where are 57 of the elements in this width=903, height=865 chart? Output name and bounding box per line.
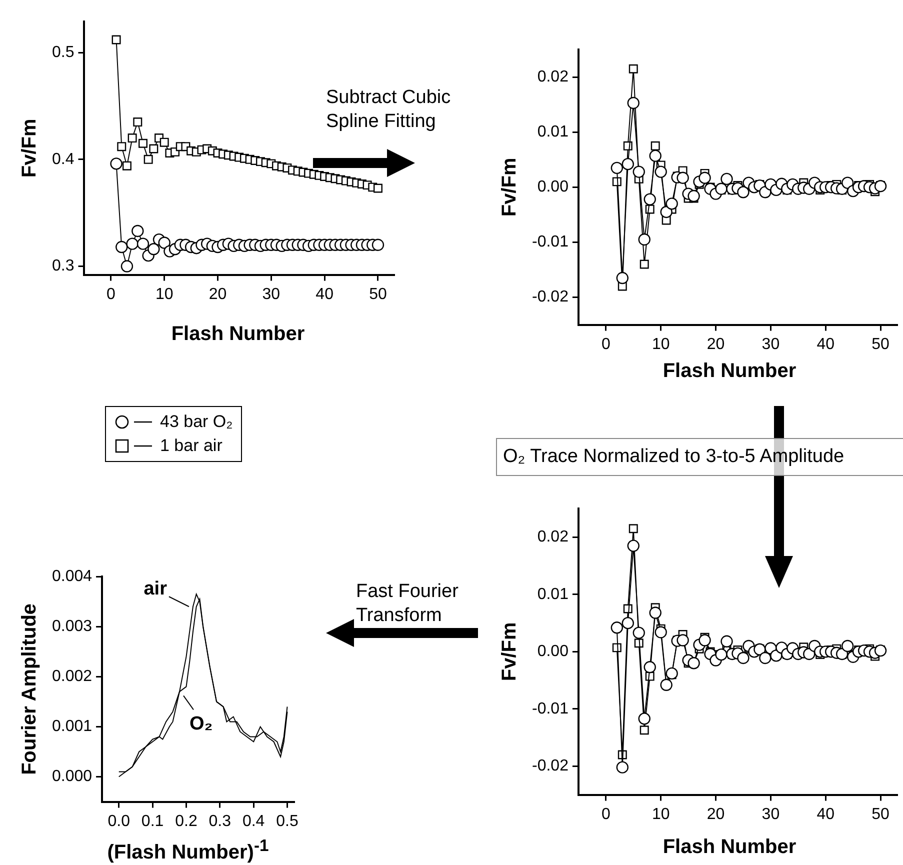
y-tick-label: 0.4 (52, 150, 74, 168)
y-tick-label: -0.02 (532, 288, 569, 306)
y-tick-label: 0.02 (537, 528, 569, 546)
text: O₂ Trace Normalized to 3-to-5 Amplitude (496, 438, 903, 476)
x-tick-label: 0.1 (141, 812, 164, 830)
x-tick-label: 0 (106, 286, 116, 303)
y-tick-label: 0.000 (52, 768, 92, 786)
y-tick-label: 0.003 (52, 618, 92, 636)
x-axis-title: Flash Number (662, 360, 798, 383)
y-tick-label: 0.00 (537, 178, 569, 196)
y-tick-label: 0.001 (52, 718, 92, 736)
x-tick-label: 0.5 (276, 812, 298, 830)
y-tick-label: -0.01 (532, 234, 569, 251)
x-tick-label: 10 (155, 286, 174, 303)
x-tick-label: 0 (601, 336, 610, 353)
y-tick-label: 0.5 (52, 44, 74, 61)
y-tick-label: 0.3 (52, 258, 74, 275)
y-tick-label: 0.02 (537, 68, 569, 86)
x-tick-label: 50 (369, 286, 387, 303)
y-tick-label: -0.01 (532, 700, 569, 718)
x-tick-label: 30 (762, 806, 780, 823)
y-tick-label: 0.01 (537, 124, 569, 141)
y-axis-title: Fv/Fm (18, 118, 41, 178)
x-tick-label: 40 (316, 286, 334, 303)
x-tick-label: 0.4 (242, 812, 265, 830)
x-axis-title: Flash Number (662, 836, 798, 859)
x-tick-label: 40 (816, 336, 835, 353)
x-tick-label: 0.0 (108, 812, 130, 830)
x-tick-label: 30 (762, 336, 780, 353)
x-tick-label: 20 (706, 806, 725, 823)
legend-label: air (144, 578, 168, 600)
x-tick-label: 0.3 (208, 812, 232, 830)
x-tick-label: 30 (262, 286, 280, 303)
legend-label: 1 bar air (160, 436, 222, 456)
x-axis-title: (Flash Number)$^{-1}$ (106, 836, 270, 865)
series-label: O₂ (189, 714, 213, 735)
y-tick-label: 0.004 (52, 568, 92, 586)
x-axis-title: Flash Number (170, 323, 306, 346)
x-tick-label: 50 (872, 336, 890, 353)
x-tick-label: 10 (652, 336, 670, 353)
x-tick-label: 50 (872, 806, 890, 823)
y-axis-title: Fv/Fm (498, 622, 521, 682)
y-tick-label: -0.02 (532, 758, 569, 775)
y-tick-label: 0.002 (52, 668, 92, 686)
x-tick-label: 10 (652, 806, 670, 823)
text: Fast Fourier Transform (356, 580, 460, 628)
y-tick-label: 0.01 (537, 586, 569, 603)
annotation: Subtract Cubic Spline Fitting (326, 86, 452, 134)
legend-label: 43 bar O₂ (160, 412, 233, 432)
x-tick-label: 20 (208, 286, 227, 303)
y-axis-title: Fv/Fm (498, 158, 521, 217)
y-tick-label: 0.00 (537, 643, 569, 660)
x-tick-label: 0.2 (175, 812, 198, 830)
x-tick-label: 40 (816, 806, 835, 823)
x-tick-label: 0 (601, 806, 610, 823)
x-tick-label: 20 (706, 336, 725, 353)
y-axis-title: Fourier Amplitude (18, 603, 41, 775)
